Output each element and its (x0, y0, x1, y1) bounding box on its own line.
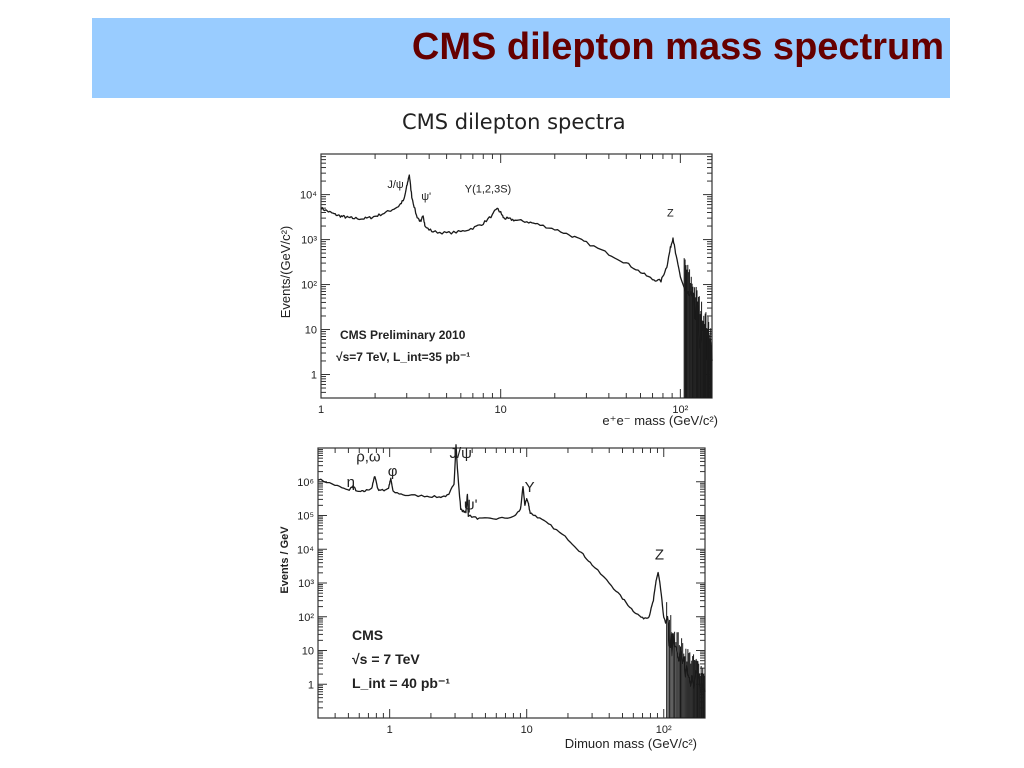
spectrum-line (320, 174, 713, 371)
spectrum-curve (320, 174, 713, 398)
plot-frame (317, 447, 706, 719)
peak-label: φ (388, 463, 398, 480)
y-tick-label: 10 (305, 325, 317, 337)
legend-line-1: CMS Preliminary 2010 (340, 328, 466, 342)
peak-label: Z (655, 546, 664, 563)
peak-label: ψ' (421, 191, 431, 203)
axis-ticks: 1 10 10² 1 10 10² 10³ 10⁴ 10⁵ 10⁶ (297, 447, 706, 736)
peak-label: Υ (525, 479, 535, 496)
peak-label: η (347, 474, 355, 491)
peak-labels: ηρ,ω φ J/ψ ψ' Υ Z (347, 445, 664, 563)
y-tick-label: 10⁵ (297, 511, 314, 523)
axis-ticks: 1 10 10² 1 10 10² 10³ 10⁴ (300, 153, 712, 416)
spectrum-line (317, 444, 706, 693)
x-tick-label: 10 (495, 404, 507, 416)
dimuon-mass-chart: 1 10 10² 1 10 10² 10³ 10⁴ 10⁵ 10⁶ ηρ,ω φ J/ψ ψ' Υ Z Di… (279, 444, 706, 751)
legend-line-1: CMS (352, 627, 383, 643)
legend-line-3: L_int = 40 pb⁻¹ (352, 675, 450, 691)
figure-caption: CMS dilepton spectra (402, 110, 626, 134)
x-tick-label: 10 (521, 724, 533, 736)
legend-line-2: √s = 7 TeV (352, 651, 420, 667)
y-tick-label: 10³ (298, 578, 314, 590)
y-tick-label: 1 (308, 679, 314, 691)
y-axis-title: Events / GeV (279, 526, 291, 594)
peak-labels: J/ψ ψ' Υ(1,2,3S) Z (387, 179, 674, 219)
x-axis-title: Dimuon mass (GeV/c²) (565, 736, 697, 751)
peak-label: ρ,ω (356, 448, 381, 465)
y-tick-label: 10² (298, 612, 314, 624)
x-axis-title: e⁺e⁻ mass (GeV/c²) (602, 413, 718, 428)
x-tick-label: 10² (656, 724, 672, 736)
y-tick-label: 10³ (301, 235, 317, 247)
y-axis-title: Events/(GeV/c²) (278, 226, 293, 318)
peak-label: Υ(1,2,3S) (465, 184, 511, 196)
electron-mass-chart: 1 10 10² 1 10 10² 10³ 10⁴ J/ψ ψ' Υ(1,2,3S) Z e⁺e⁻ … (278, 153, 718, 428)
y-tick-label: 10⁴ (297, 544, 314, 556)
peak-label: ψ' (464, 497, 478, 514)
peak-label: Z (667, 207, 674, 219)
peak-label: J/ψ (450, 445, 472, 462)
title-band: CMS dilepton mass spectrum (92, 18, 950, 98)
y-tick-label: 10⁴ (300, 190, 317, 202)
peak-label: J/ψ (387, 179, 404, 191)
y-tick-label: 10² (301, 280, 317, 292)
x-tick-label: 1 (318, 404, 324, 416)
x-tick-label: 10² (672, 404, 688, 416)
y-tick-label: 10 (302, 646, 314, 658)
y-tick-label: 10⁶ (297, 477, 314, 489)
spectrum-curve (317, 444, 706, 718)
slide-title: CMS dilepton mass spectrum (411, 26, 944, 68)
x-tick-label: 1 (387, 724, 393, 736)
legend-line-2: √s=7 TeV, L_int=35 pb⁻¹ (336, 350, 470, 364)
y-tick-label: 1 (311, 369, 317, 381)
